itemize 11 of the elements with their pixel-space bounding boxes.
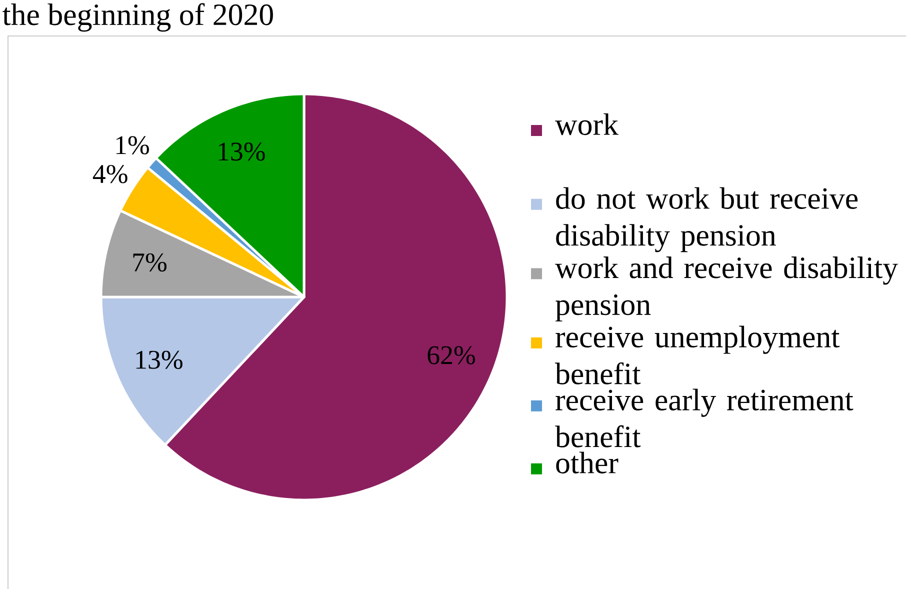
data-label: 7% xyxy=(133,253,167,272)
legend-label: receive early retirement benefit xyxy=(555,388,854,448)
data-label: 13% xyxy=(136,350,182,369)
data-label: 4% xyxy=(92,164,128,184)
chart-title: the beginning of 2020 xyxy=(2,3,273,32)
data-label: 13% xyxy=(218,142,265,161)
data-label: 1% xyxy=(116,136,149,154)
legend-label: receive unemployment benefit xyxy=(555,326,840,384)
data-label: 62% xyxy=(428,346,475,364)
legend-label: work xyxy=(555,113,618,136)
legend-label: other xyxy=(556,452,618,474)
